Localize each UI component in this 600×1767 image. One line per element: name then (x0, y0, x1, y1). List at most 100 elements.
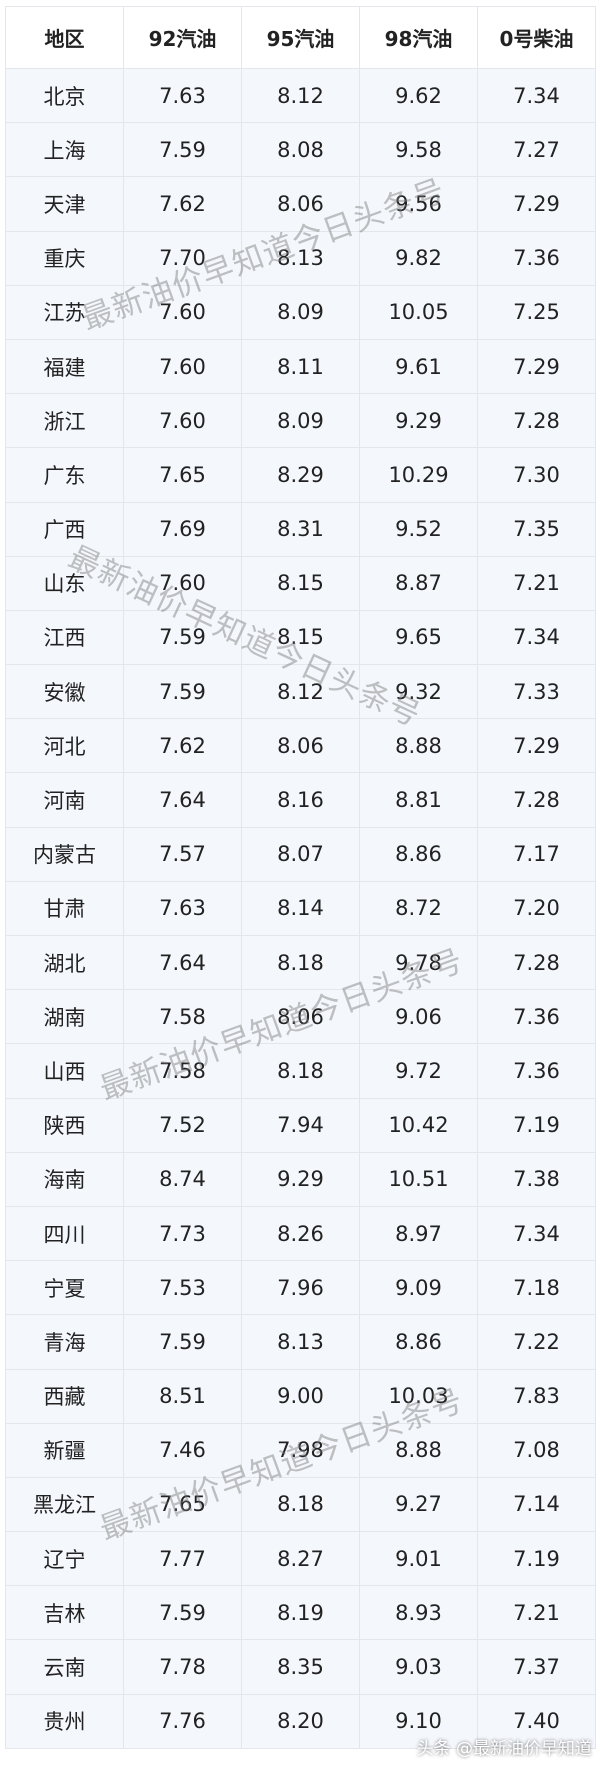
price-cell: 7.73 (123, 1205, 242, 1262)
region-cell: 福建 (5, 338, 124, 395)
table-row: 青海 7.59 8.13 8.86 7.22 (5, 1314, 596, 1370)
price-cell: 7.35 (477, 501, 596, 557)
price-cell: 7.60 (123, 393, 242, 449)
price-cell: 9.09 (359, 1260, 478, 1316)
region-cell: 湖北 (5, 934, 124, 991)
region-cell: 贵州 (5, 1693, 124, 1749)
price-cell: 8.86 (359, 1314, 478, 1370)
price-cell: 9.03 (359, 1639, 478, 1695)
region-cell: 江苏 (5, 284, 124, 340)
price-cell: 9.00 (241, 1368, 360, 1424)
price-cell: 7.40 (477, 1693, 596, 1749)
price-cell: 8.12 (241, 664, 360, 720)
price-cell: 7.69 (123, 501, 242, 557)
price-cell: 7.20 (477, 880, 596, 937)
price-cell: 7.52 (123, 1097, 242, 1153)
price-cell: 8.27 (241, 1531, 360, 1587)
table-row: 广东 7.65 8.29 10.29 7.30 (5, 447, 596, 503)
price-cell: 9.78 (359, 934, 478, 991)
price-cell: 8.81 (359, 772, 478, 828)
price-cell: 9.58 (359, 122, 478, 178)
price-cell: 7.21 (477, 1585, 596, 1641)
price-cell: 8.09 (241, 284, 360, 340)
region-cell: 吉林 (5, 1585, 124, 1641)
price-cell: 8.14 (241, 880, 360, 937)
price-cell: 7.59 (123, 1314, 242, 1370)
region-cell: 北京 (5, 67, 124, 124)
table-row: 甘肃 7.63 8.14 8.72 7.20 (5, 880, 596, 937)
price-cell: 9.06 (359, 989, 478, 1045)
region-cell: 西藏 (5, 1368, 124, 1424)
region-cell: 上海 (5, 122, 124, 178)
price-cell: 7.33 (477, 664, 596, 720)
price-cell: 7.18 (477, 1260, 596, 1316)
region-cell: 宁夏 (5, 1260, 124, 1316)
price-cell: 7.08 (477, 1422, 596, 1478)
region-cell: 辽宁 (5, 1531, 124, 1587)
table-row: 宁夏 7.53 7.96 9.09 7.18 (5, 1260, 596, 1316)
price-cell: 10.42 (359, 1097, 478, 1153)
price-cell: 9.52 (359, 501, 478, 557)
price-cell: 7.28 (477, 934, 596, 991)
price-cell: 8.13 (241, 1314, 360, 1370)
price-cell: 9.62 (359, 67, 478, 124)
price-cell: 7.21 (477, 555, 596, 611)
price-cell: 7.34 (477, 609, 596, 666)
region-cell: 天津 (5, 176, 124, 232)
region-cell: 新疆 (5, 1422, 124, 1478)
table-row: 西藏 8.51 9.00 10.03 7.83 (5, 1368, 596, 1424)
price-cell: 7.64 (123, 772, 242, 828)
table-row: 湖北 7.64 8.18 9.78 7.28 (5, 934, 596, 991)
price-cell: 7.63 (123, 67, 242, 124)
region-cell: 云南 (5, 1639, 124, 1695)
region-cell: 四川 (5, 1205, 124, 1262)
price-cell: 7.38 (477, 1151, 596, 1207)
price-cell: 9.56 (359, 176, 478, 232)
price-cell: 8.93 (359, 1585, 478, 1641)
price-cell: 8.18 (241, 1043, 360, 1099)
price-cell: 7.28 (477, 772, 596, 828)
price-cell: 7.59 (123, 122, 242, 178)
column-header: 98汽油 (359, 6, 478, 69)
price-cell: 7.63 (123, 880, 242, 937)
price-cell: 7.28 (477, 393, 596, 449)
price-cell: 7.62 (123, 176, 242, 232)
price-cell: 8.51 (123, 1368, 242, 1424)
region-cell: 甘肃 (5, 880, 124, 937)
price-cell: 8.12 (241, 67, 360, 124)
price-cell: 8.15 (241, 609, 360, 666)
price-cell: 9.65 (359, 609, 478, 666)
table-row: 天津 7.62 8.06 9.56 7.29 (5, 176, 596, 232)
table-row: 浙江 7.60 8.09 9.29 7.28 (5, 393, 596, 449)
price-cell: 7.65 (123, 447, 242, 503)
table-row: 新疆 7.46 7.98 8.88 7.08 (5, 1422, 596, 1478)
price-cell: 7.64 (123, 934, 242, 991)
column-header: 地区 (5, 6, 124, 69)
price-cell: 7.30 (477, 447, 596, 503)
price-cell: 7.29 (477, 718, 596, 774)
price-cell: 7.98 (241, 1422, 360, 1478)
region-cell: 河南 (5, 772, 124, 828)
price-cell: 7.59 (123, 609, 242, 666)
price-cell: 8.18 (241, 934, 360, 991)
price-cell: 7.58 (123, 1043, 242, 1099)
region-cell: 内蒙古 (5, 826, 124, 882)
price-cell: 8.07 (241, 826, 360, 882)
table-row: 山西 7.58 8.18 9.72 7.36 (5, 1043, 596, 1099)
fuel-price-table: 地区 92汽油 95汽油 98汽油 0号柴油 北京 7.63 8.12 9.62 7.34 上海 7… (5, 6, 596, 1749)
price-cell: 7.60 (123, 338, 242, 395)
price-cell: 7.36 (477, 1043, 596, 1099)
price-cell: 8.29 (241, 447, 360, 503)
table-row: 上海 7.59 8.08 9.58 7.27 (5, 122, 596, 178)
price-cell: 7.57 (123, 826, 242, 882)
price-cell: 8.06 (241, 989, 360, 1045)
price-cell: 8.06 (241, 718, 360, 774)
region-cell: 重庆 (5, 230, 124, 286)
price-cell: 7.59 (123, 664, 242, 720)
table-row: 江苏 7.60 8.09 10.05 7.25 (5, 284, 596, 340)
table-row: 河南 7.64 8.16 8.81 7.28 (5, 772, 596, 828)
price-cell: 9.01 (359, 1531, 478, 1587)
price-cell: 9.27 (359, 1476, 478, 1533)
price-cell: 7.59 (123, 1585, 242, 1641)
price-cell: 7.60 (123, 284, 242, 340)
